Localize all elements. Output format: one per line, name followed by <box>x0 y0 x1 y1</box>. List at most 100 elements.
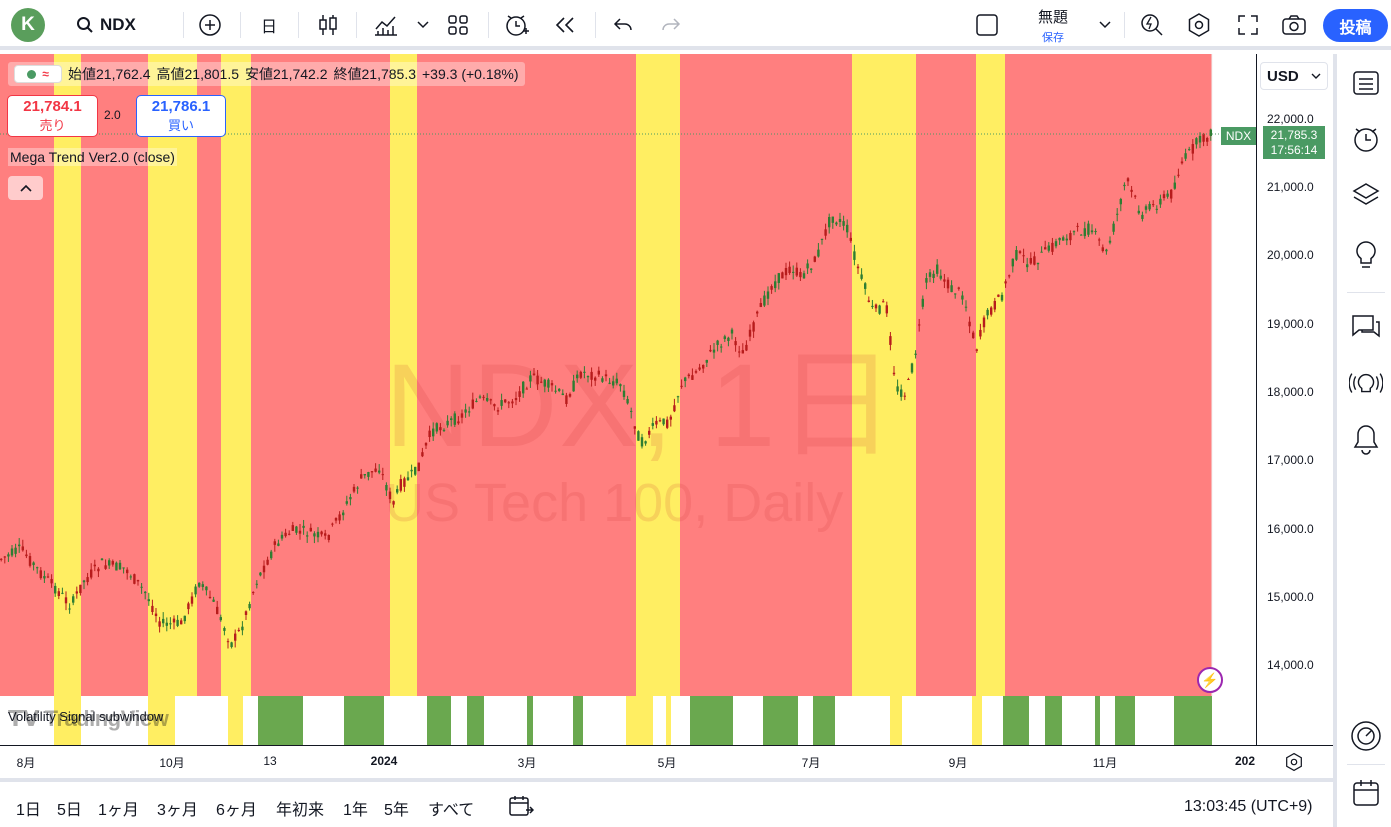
price-axis[interactable]: 22,000.0 21,000.0 20,000.0 19,000.0 18,000.0… <box>1256 54 1333 745</box>
alerts-clock-button[interactable] <box>1349 122 1383 156</box>
indicators-button[interactable] <box>372 0 400 50</box>
layout-select-button[interactable] <box>973 0 1001 50</box>
candle <box>241 621 244 636</box>
ideas-icon <box>1356 241 1376 268</box>
chat-icon <box>1352 315 1380 338</box>
candle <box>442 428 446 433</box>
chart-type-button[interactable] <box>314 0 342 50</box>
currency-select[interactable]: USD <box>1260 62 1328 90</box>
dom-button[interactable] <box>1349 719 1383 753</box>
redo-button[interactable] <box>658 0 684 50</box>
candle <box>975 348 978 353</box>
layouts-button[interactable] <box>444 0 472 50</box>
fullscreen-button[interactable] <box>1234 0 1262 50</box>
candle <box>856 264 860 275</box>
candle <box>64 591 68 611</box>
candle <box>741 343 744 354</box>
candle <box>788 261 791 275</box>
candle <box>950 280 953 293</box>
bull-zone <box>148 54 197 696</box>
candle <box>295 525 298 535</box>
candle <box>108 558 111 569</box>
range-button[interactable]: すべて <box>428 802 475 819</box>
range-button[interactable]: 6ヶ月 <box>216 802 257 819</box>
bull-zone <box>221 54 251 696</box>
user-avatar[interactable]: K <box>11 8 45 42</box>
candle <box>320 530 323 537</box>
candle <box>439 423 442 436</box>
calendar-icon <box>1353 780 1379 806</box>
indicators-dropdown[interactable] <box>414 0 432 50</box>
candle <box>1188 146 1191 151</box>
notifications-button[interactable] <box>1349 422 1383 456</box>
range-button[interactable]: 5日 <box>57 802 82 819</box>
candle <box>799 268 802 282</box>
main-chart-pane[interactable]: NDX, 1日 US Tech 100, Daily <box>0 54 1256 696</box>
legend-visibility-toggle[interactable]: ≈ <box>14 65 62 83</box>
divider <box>356 12 357 38</box>
candle <box>662 418 665 426</box>
range-button[interactable]: 年初来 <box>276 802 325 819</box>
candle <box>723 334 726 343</box>
candle <box>846 219 849 238</box>
candle <box>644 440 647 446</box>
symbol-search-button[interactable]: NDX <box>76 0 146 50</box>
candle <box>1191 139 1194 161</box>
settings-button[interactable] <box>1185 0 1213 50</box>
calendar-button[interactable] <box>1349 776 1383 810</box>
candle <box>705 359 708 367</box>
goto-date-button[interactable] <box>508 794 535 823</box>
range-button[interactable]: 1年 <box>343 802 368 819</box>
candle <box>651 417 654 430</box>
range-button[interactable]: 1日 <box>16 802 41 819</box>
candle <box>342 510 345 521</box>
candle <box>702 364 705 373</box>
interval-button[interactable]: 日 <box>260 19 277 36</box>
range-button[interactable]: 1ヶ月 <box>98 802 139 819</box>
layout-name-button[interactable]: 無題 保存 <box>1030 0 1076 50</box>
candle <box>144 590 147 600</box>
time-tick: 8月 <box>16 756 36 770</box>
sell-button[interactable]: 21,784.1 売り <box>7 95 98 137</box>
candle <box>1152 200 1155 208</box>
candle <box>759 298 762 308</box>
snapshot-button[interactable] <box>1280 0 1308 50</box>
candle <box>392 500 395 508</box>
indicator-legend[interactable]: Mega Trend Ver2.0 (close) <box>8 148 177 166</box>
buy-button[interactable]: 21,786.1 買い <box>136 95 226 137</box>
candle <box>752 320 755 338</box>
replay-button[interactable] <box>551 0 579 50</box>
quick-search-button[interactable] <box>1138 0 1166 50</box>
post-button[interactable]: 投稿 <box>1323 9 1388 42</box>
candle <box>162 612 165 628</box>
signal-bar <box>467 696 484 745</box>
compare-button[interactable] <box>196 0 224 50</box>
candle <box>1144 204 1148 214</box>
candle <box>277 539 280 547</box>
candle <box>774 274 777 293</box>
range-button[interactable]: 3ヶ月 <box>157 802 198 819</box>
axis-settings-button[interactable] <box>1284 752 1304 777</box>
time-axis[interactable]: 8月 10月 13 2024 3月 5月 7月 9月 11月 202 <box>0 745 1333 778</box>
candle <box>936 259 939 277</box>
layout-menu-button[interactable] <box>1096 0 1114 50</box>
candle <box>961 291 964 305</box>
signal-subwindow[interactable]: 𝗧𝗩 TradingView Volatility Signal subwind… <box>0 696 1256 745</box>
candle <box>1148 201 1151 212</box>
candle <box>14 543 17 558</box>
timezone-clock[interactable]: 13:03:45 (UTC+9) <box>1184 798 1313 815</box>
divider <box>1347 292 1385 293</box>
ideas-button[interactable] <box>1349 238 1383 272</box>
streams-button[interactable] <box>1349 367 1383 401</box>
lightning-button[interactable]: ⚡ <box>1197 667 1223 693</box>
alert-button[interactable] <box>503 0 531 50</box>
candle <box>547 378 550 392</box>
range-button[interactable]: 5年 <box>384 802 409 819</box>
collapse-legend-button[interactable] <box>8 176 43 200</box>
undo-button[interactable] <box>610 0 636 50</box>
chat-button[interactable] <box>1349 311 1383 345</box>
watermark-description: US Tech 100, Daily <box>385 473 844 533</box>
watchlist-button[interactable] <box>1349 66 1383 100</box>
object-tree-button[interactable] <box>1349 178 1383 212</box>
candle <box>1083 221 1086 239</box>
